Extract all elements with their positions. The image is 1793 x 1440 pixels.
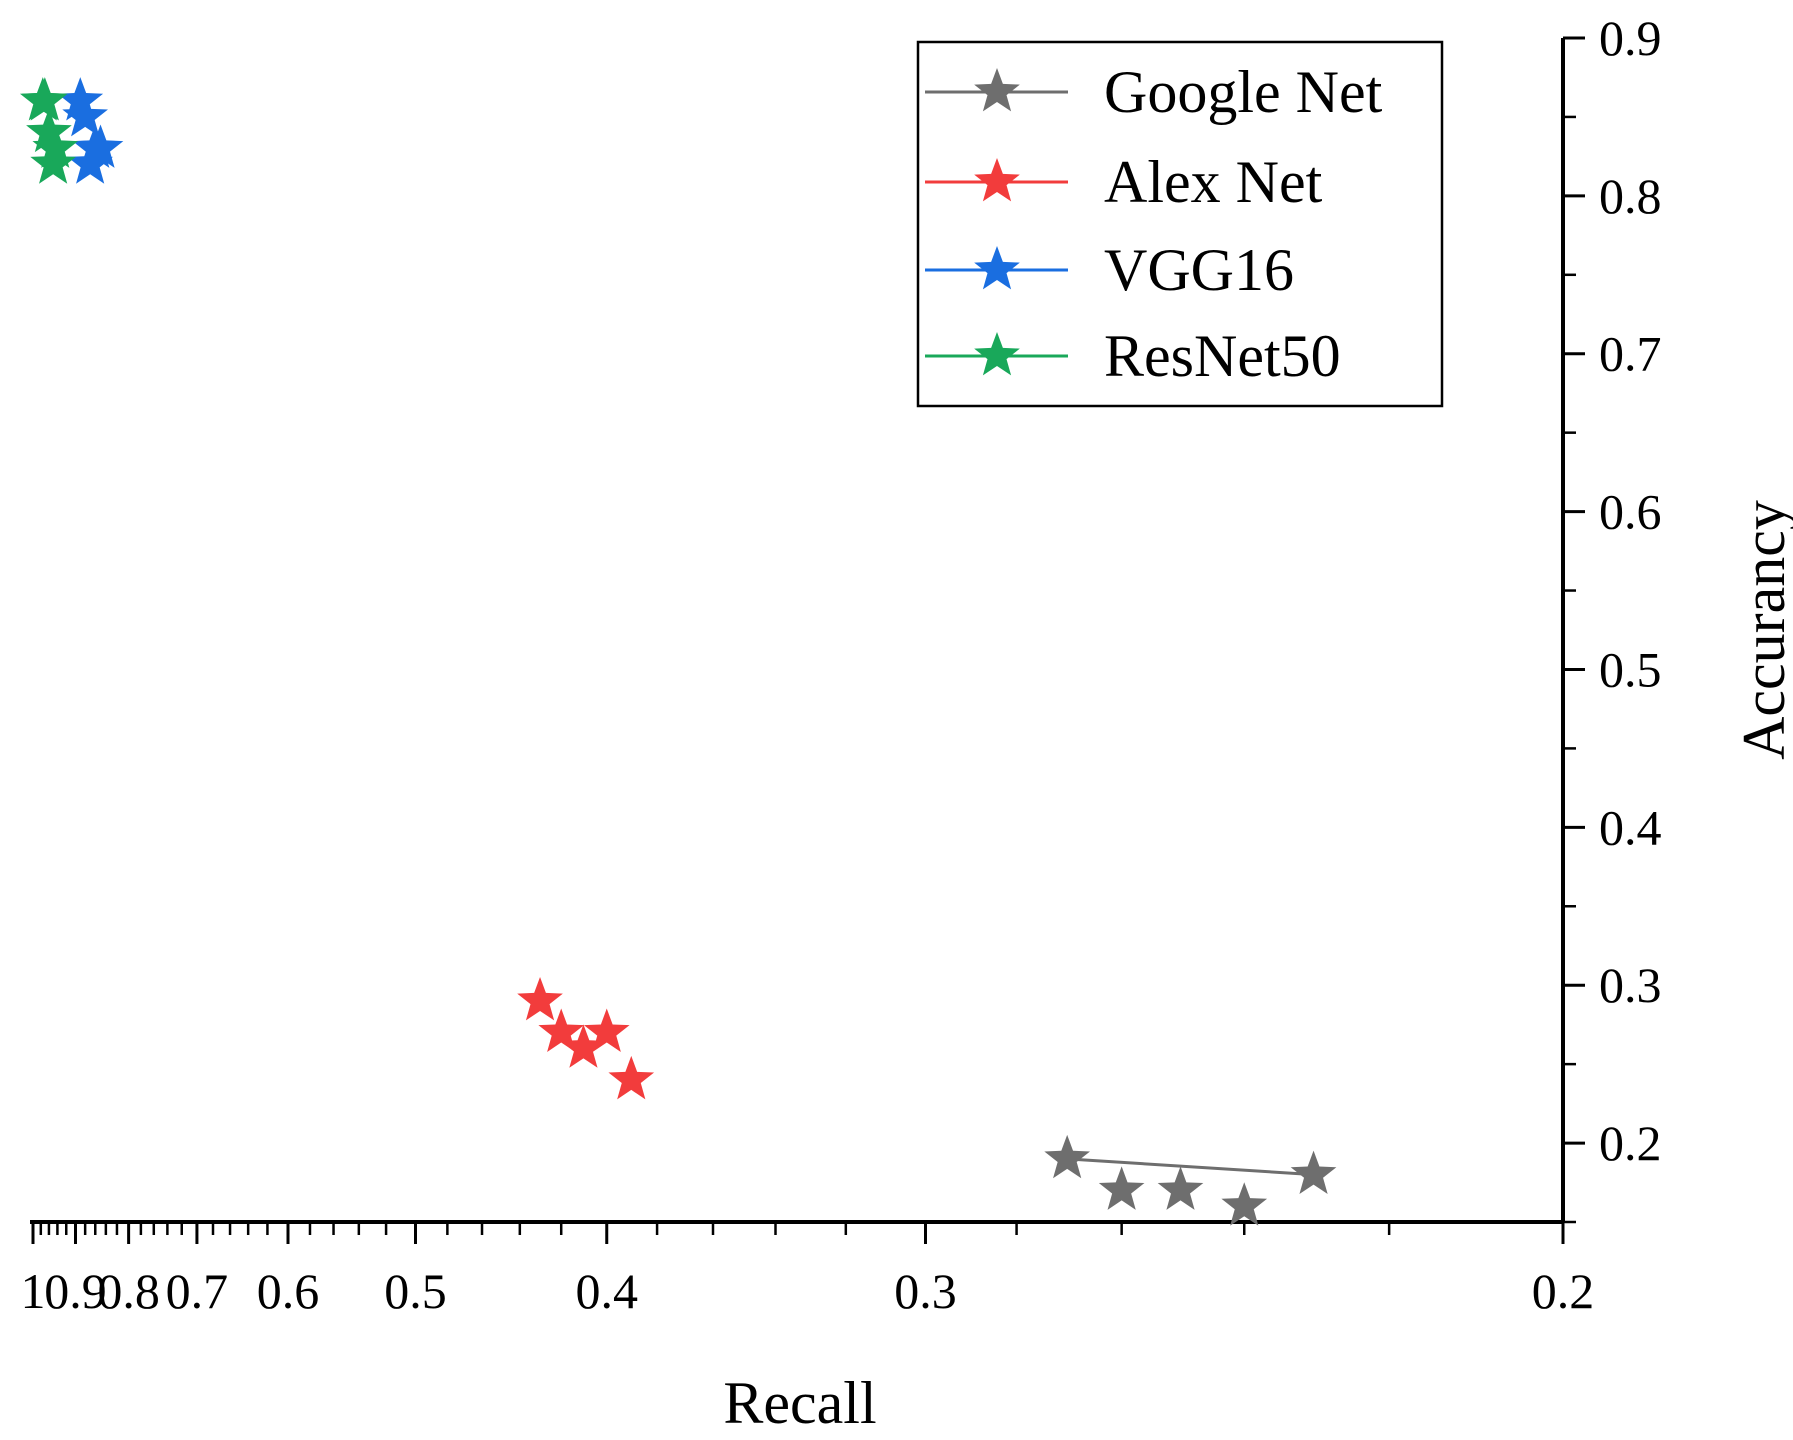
legend-label: VGG16 [1104,237,1294,303]
data-point-star [560,1024,607,1068]
y-tick-label: 0.8 [1599,168,1662,224]
y-tick-label: 0.6 [1599,484,1662,540]
x-tick-label: 0.4 [576,1263,639,1319]
x-tick-label: 1 [21,1263,46,1319]
legend-label: Google Net [1104,59,1383,125]
x-tick-label: 0.5 [384,1263,447,1319]
y-ticks-group: 0.2 0.3 0.4 0.5 0.6 0.7 0.8 0.9 [1563,10,1662,1224]
legend-item: VGG16 [925,237,1294,303]
x-tick-label: 0.2 [1532,1263,1595,1319]
x-tick-label: 0.8 [97,1263,160,1319]
series-google-net [1044,1134,1337,1226]
y-tick-label: 0.7 [1599,326,1662,382]
legend-label: ResNet50 [1104,323,1341,389]
series-resnet50 [19,77,79,184]
legend-star-icon [974,246,1020,290]
data-point-star [538,1008,585,1052]
legend-star-icon [974,68,1020,112]
data-point-star [583,1008,630,1052]
data-point-star [1157,1166,1204,1210]
legend-star-icon [974,158,1020,202]
series-group [19,77,1337,1226]
x-tick-label: 0.7 [166,1263,229,1319]
legend-item: Google Net [925,59,1383,125]
series-vgg16 [57,77,124,184]
x-tick-label: 0.3 [894,1263,957,1319]
x-tick-label: 0.9 [44,1263,107,1319]
data-point-star [77,124,124,168]
series-line [1067,1157,1314,1177]
x-tick-label: 0.6 [257,1263,320,1319]
data-point-star [517,976,563,1021]
axes-group [30,38,1565,1224]
y-tick-label: 0.9 [1599,10,1662,66]
y-tick-label: 0.5 [1599,641,1662,697]
x-axis-title: Recall [723,1370,876,1435]
y-tick-label: 0.4 [1599,799,1662,855]
x-ticks-group: 10.90.8 0.7 0.6 0.5 0.4 0.3 0.2 [21,1222,1595,1319]
legend-item: Alex Net [925,149,1323,215]
data-point-star [1290,1150,1337,1195]
legend-star-icon [974,332,1020,376]
data-point-star [19,77,66,121]
y-tick-label: 0.3 [1599,957,1662,1013]
data-point-star [608,1055,655,1100]
data-point-star [1098,1166,1145,1210]
data-point-star [30,140,76,184]
y-tick-label: 0.2 [1599,1115,1662,1171]
data-point-star [1221,1182,1268,1226]
data-point-star [32,124,79,168]
data-point-star [57,77,104,121]
legend: Google Net Alex Net VGG16 ResNet50 [916,40,1444,408]
data-point-star [26,108,72,153]
legend-label: Alex Net [1104,149,1323,215]
legend-item: ResNet50 [925,323,1341,389]
data-point-star [1044,1134,1090,1179]
data-point-star [62,92,108,137]
series-alex-net [517,976,655,1100]
y-axis-title: Accurancy [1731,500,1793,760]
